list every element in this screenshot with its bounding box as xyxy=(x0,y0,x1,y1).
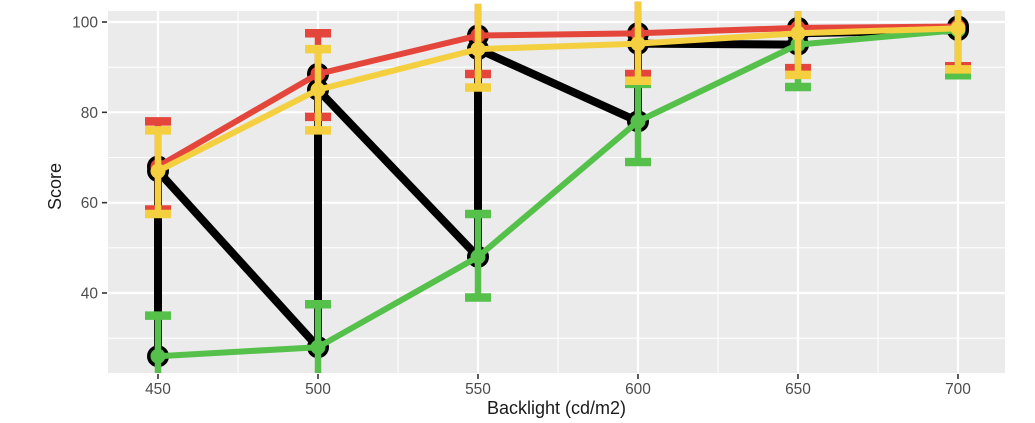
data-point-green xyxy=(630,113,646,129)
y-tick-label: 60 xyxy=(81,195,99,212)
y-axis-title: Score xyxy=(45,162,66,211)
data-point-yellow xyxy=(150,163,166,179)
series-line-red xyxy=(156,23,959,170)
data-point-yellow xyxy=(790,25,806,41)
data-point-yellow xyxy=(630,36,646,52)
data-point-yellow xyxy=(470,41,486,57)
y-tick-label: 80 xyxy=(81,105,99,122)
y-axis-title-wrap: Score xyxy=(44,0,68,373)
data-point-yellow xyxy=(950,20,966,36)
y-tick-label: 100 xyxy=(72,15,98,32)
plot-area xyxy=(145,1,971,373)
x-tick-label: 450 xyxy=(145,381,171,398)
data-point-green xyxy=(470,249,486,265)
y-tick-label: 40 xyxy=(81,286,99,303)
series-line-yellow xyxy=(156,25,959,174)
x-axis-title: Backlight (cd/m2) xyxy=(486,398,627,418)
data-point-green xyxy=(150,348,166,364)
series-yellow xyxy=(145,1,971,219)
data-point-yellow xyxy=(310,82,326,98)
axes: 450 500 550 600 650 700 40 60 80 100 xyxy=(72,15,971,399)
x-tick-label: 650 xyxy=(785,381,811,398)
series-line-green xyxy=(157,27,959,360)
x-tick-label: 600 xyxy=(625,381,651,398)
x-tick-label: 550 xyxy=(465,381,491,398)
data-point-green xyxy=(310,339,326,355)
x-tick-label: 700 xyxy=(945,381,971,398)
x-tick-label: 500 xyxy=(305,381,331,398)
